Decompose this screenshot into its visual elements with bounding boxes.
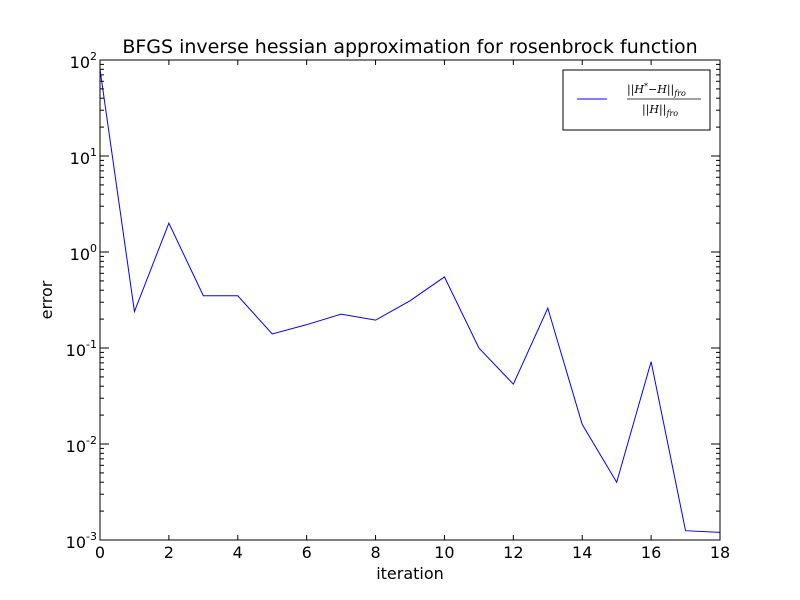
x-tick-label: 8 — [370, 543, 380, 562]
x-tick-label: 4 — [233, 543, 243, 562]
x-tick-label: 18 — [710, 543, 730, 562]
x-tick-label: 2 — [164, 543, 174, 562]
x-tick-label: 12 — [503, 543, 523, 562]
y-tick-label: 101 — [70, 146, 97, 168]
x-tick-label: 6 — [302, 543, 312, 562]
chart-title: BFGS inverse hessian approximation for r… — [122, 36, 697, 58]
y-tick-label: 100 — [70, 242, 97, 264]
y-axis-label: error — [37, 280, 56, 319]
y-tick-label: 10-1 — [66, 338, 97, 360]
y-tick-label: 10-3 — [66, 530, 97, 552]
y-tick-label: 10-2 — [66, 434, 97, 456]
plot-frame — [99, 59, 721, 541]
y-tick-label: 102 — [70, 50, 97, 72]
x-tick-label: 0 — [95, 543, 105, 562]
x-tick-label: 14 — [572, 543, 592, 562]
legend: ||H*−H||fro ||H||fro — [562, 69, 711, 131]
x-tick-label: 16 — [641, 543, 661, 562]
series-line-0 — [99, 69, 721, 533]
legend-box — [562, 69, 711, 131]
series-layer — [99, 69, 721, 533]
x-tick-label: 10 — [434, 543, 454, 562]
x-axis-label: iteration — [376, 564, 444, 583]
svg-text:||H*−H||fro: ||H*−H||fro — [627, 82, 686, 98]
plot-background — [100, 60, 720, 540]
ticks-layer: 0 2 4 6 8 10 12 14 16 18 10-3 10-2 10-1 100 101 102 — [66, 50, 731, 562]
